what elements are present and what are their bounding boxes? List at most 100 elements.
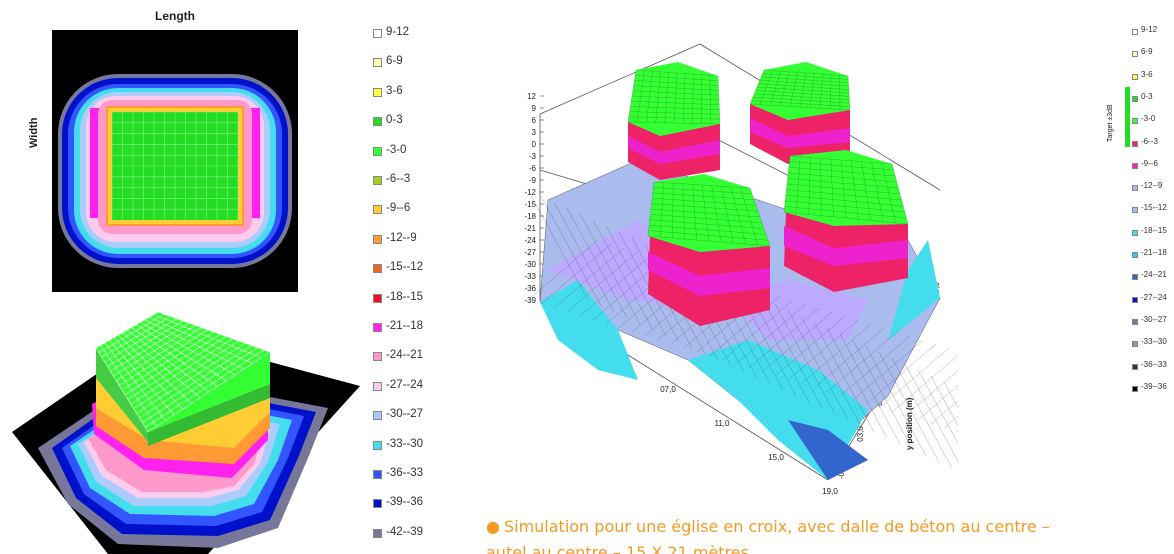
legend-label: -6--3 [1141,136,1158,146]
legend-swatch [1132,296,1138,303]
z-tick-label: -30 [524,260,536,269]
y-tick-label: 03,0 [856,426,865,442]
caption-line-1-text: Simulation pour une église en croix, ave… [503,517,1050,536]
legend-swatch [1132,73,1138,80]
z-tick-label: -24 [524,236,536,245]
legend-label: -36--33 [1141,359,1167,369]
mesh-line [751,100,850,107]
mesh-line [711,185,722,243]
mesh-line [627,121,721,125]
x-tick-label: 15,0 [768,453,784,462]
mesh-line [650,208,761,218]
mesh-line [839,333,901,445]
grid-line [130,338,233,405]
mesh-line [752,97,850,104]
mesh-line [749,103,851,111]
legend-swatch [373,528,382,538]
legend-swatch [373,205,382,215]
legend-label: -27--24 [386,378,424,391]
grid-line [118,329,208,386]
legend-label: -39--36 [1141,381,1167,391]
mesh-line [826,327,888,439]
grid-line [116,327,202,381]
mesh-line [683,73,686,124]
mesh-line [826,331,898,393]
legend-label: 0-3 [386,114,403,127]
legend-swatch [1132,229,1138,236]
mesh-line [904,370,958,417]
mesh-line [721,186,734,244]
grid-line [101,316,171,358]
grid-line [144,349,264,428]
mesh-line [722,299,794,361]
legend-label: -30--27 [386,408,424,421]
grid-line [142,347,258,423]
z-tick-label: 6 [532,116,537,125]
left-legend: 9-12 6-9 3-6 0-3 -3-0 -6--3 -9--6 -12--9 -15--12… [373,26,453,547]
mesh-line [784,206,907,219]
legend-swatch [1132,318,1138,325]
legend-label: 3-6 [386,84,403,97]
x-tick-label: 19,0 [822,487,838,496]
mesh-line [579,213,641,325]
mesh-line [717,75,721,125]
mesh-line [865,345,927,457]
legend-label: 9-12 [1141,25,1158,34]
legend-swatch [373,470,382,479]
mesh-line [774,315,846,377]
legend-swatch [373,499,382,509]
mesh-line [861,161,871,221]
top-side-face [148,384,270,446]
mesh-line [730,186,746,245]
surface-3d-right: 12 9 6 3 0 -3 -6 -9 -12 -15 -18 -21 -24 -27 -30 -33 -36 -… [524,43,958,496]
grid-line [124,333,221,395]
mesh-line [829,74,832,109]
mesh-line [878,347,950,409]
mesh-line [819,74,823,109]
mesh-line [917,385,958,421]
legend-label: -21--18 [386,320,424,332]
top-front-face [96,348,148,442]
mesh-line [891,357,953,469]
legend-swatch [1132,140,1138,147]
mesh-line [740,187,758,246]
mesh-line [649,225,767,235]
legend-label: -12--9 [1141,181,1163,191]
mesh-line [871,162,884,222]
z-tick-label: -39 [524,296,536,305]
mesh-line [943,415,958,429]
legend-swatch [373,264,382,274]
mesh-line [930,400,958,425]
mesh-line [630,106,720,110]
legend-swatch [1132,363,1138,370]
mesh-line [629,111,720,115]
x-tick-label: 11,0 [715,419,731,428]
legend-label: -15--12 [1141,203,1167,213]
mesh-line [592,219,654,331]
heatmap-2d [52,30,298,292]
z-tick-label: -27 [524,248,536,257]
legend-label: 3-6 [1141,69,1153,79]
legend-swatch [373,87,382,97]
mesh-line [755,90,850,97]
grid-line [127,336,227,400]
mesh-line [735,303,807,365]
mesh-line [540,243,612,305]
bullet-icon: ● [486,517,500,536]
legend-label: -21--18 [1141,248,1167,257]
mesh-line [566,251,638,313]
legend-label: 6-9 [386,55,403,68]
plateau-back-right [750,62,850,164]
z-tick-label: -33 [524,272,536,281]
grid-line [98,313,165,353]
z-tick-label: -21 [524,224,536,233]
grid-line [139,345,252,419]
grid-line [121,331,215,391]
legend-label: -18--15 [1141,225,1167,235]
legend-swatch [1132,385,1138,392]
mesh-line [774,303,836,415]
mesh-line [851,160,859,220]
mesh-line [540,195,602,307]
mesh-line [786,189,902,201]
mesh-line [852,339,924,401]
